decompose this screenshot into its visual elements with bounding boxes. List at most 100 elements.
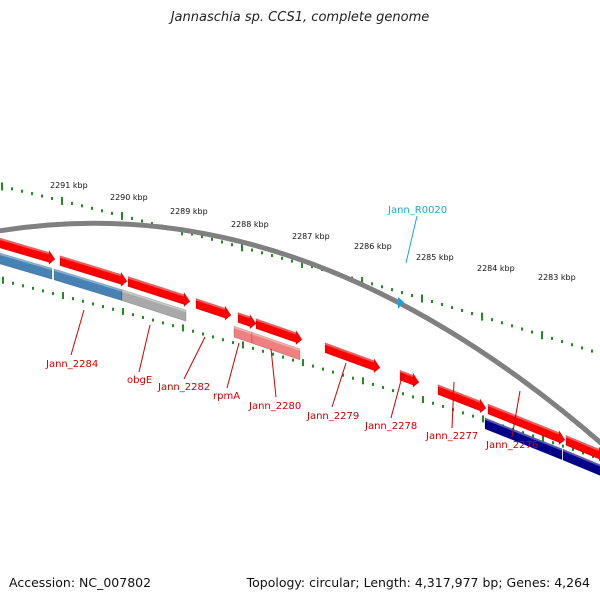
minor-tick xyxy=(251,248,253,252)
gene-label-jann-2278[interactable]: Jann_2278 xyxy=(364,421,417,432)
inner-minor-tick xyxy=(102,305,104,309)
gene-feature xyxy=(0,252,53,280)
gene-feature xyxy=(121,289,187,322)
feature-highlight xyxy=(127,276,185,297)
callout-line xyxy=(331,362,347,408)
major-tick xyxy=(1,182,3,191)
inner-major-tick xyxy=(2,276,4,284)
gene-label-obge[interactable]: obgE xyxy=(127,375,152,386)
inner-minor-tick xyxy=(112,307,114,311)
gene-label-jann-2282[interactable]: Jann_2282 xyxy=(157,382,210,393)
inner-minor-tick xyxy=(432,401,434,405)
feature-highlight xyxy=(195,298,226,311)
feature-highlight xyxy=(121,289,187,313)
inner-minor-tick xyxy=(222,338,224,342)
genome-summary-text: Topology: circular; Length: 4,317,977 bp… xyxy=(246,575,590,590)
major-tick xyxy=(421,294,423,303)
inner-minor-tick xyxy=(342,373,344,377)
feature-highlight xyxy=(0,252,53,271)
inner-minor-tick xyxy=(372,382,374,386)
inner-minor-tick xyxy=(252,346,254,350)
feature-track xyxy=(0,237,600,476)
feature-highlight xyxy=(324,342,375,363)
minor-tick xyxy=(471,312,473,316)
minor-tick xyxy=(81,204,83,208)
gene-label-jann-r0020[interactable]: Jann_R0020 xyxy=(387,205,447,216)
inner-minor-tick xyxy=(42,289,44,293)
major-tick xyxy=(481,312,483,321)
minor-tick xyxy=(401,291,403,295)
callout-line xyxy=(70,309,85,356)
inner-minor-tick xyxy=(352,376,354,380)
feature-highlight xyxy=(399,370,414,378)
major-tick xyxy=(121,211,123,220)
genome-backbone xyxy=(0,220,600,446)
inner-minor-tick xyxy=(312,364,314,368)
scale-label-2286: 2286 kbp xyxy=(354,242,392,251)
gene-label-jann-2280[interactable]: Jann_2280 xyxy=(248,401,301,412)
feature-highlight xyxy=(251,332,301,351)
minor-tick xyxy=(531,330,533,334)
inner-minor-tick xyxy=(272,352,274,356)
gene-label-jann-2284[interactable]: Jann_2284 xyxy=(45,359,98,370)
gene-label-jann-2279[interactable]: Jann_2279 xyxy=(306,411,359,422)
inner-minor-tick xyxy=(232,341,234,345)
inner-minor-tick xyxy=(572,448,574,452)
minor-tick xyxy=(391,288,393,292)
inner-major-tick xyxy=(422,396,424,404)
gene-feature xyxy=(437,384,487,414)
minor-tick xyxy=(211,237,213,241)
gene-label-rpma[interactable]: rpmA xyxy=(213,391,240,402)
major-tick xyxy=(241,243,243,252)
inner-minor-tick xyxy=(322,367,324,371)
minor-tick xyxy=(561,340,563,344)
minor-tick xyxy=(11,187,13,191)
gene-label-jann-2276[interactable]: Jann_2276 xyxy=(485,440,538,451)
feature-highlight xyxy=(487,404,560,435)
minor-tick xyxy=(311,265,313,269)
callout-line xyxy=(390,372,404,419)
minor-tick xyxy=(571,343,573,347)
inner-minor-tick xyxy=(152,318,154,322)
gene-feature xyxy=(0,237,56,265)
major-tick xyxy=(61,196,63,205)
callout-line xyxy=(511,390,521,438)
inner-minor-tick xyxy=(332,370,334,374)
minor-tick xyxy=(231,243,233,247)
gene-feature xyxy=(237,312,257,330)
inner-minor-tick xyxy=(522,431,524,435)
feature-highlight xyxy=(233,326,253,335)
inner-minor-tick xyxy=(282,355,284,359)
inner-minor-tick xyxy=(22,284,24,288)
inner-major-tick xyxy=(122,307,124,315)
minor-tick xyxy=(281,256,283,260)
major-tick xyxy=(301,259,303,268)
feature-highlight xyxy=(565,435,600,451)
inner-minor-tick xyxy=(392,389,394,393)
minor-tick xyxy=(101,209,103,213)
callout-line xyxy=(451,381,455,429)
feature-highlight xyxy=(59,255,122,277)
gene-feature xyxy=(484,417,563,461)
feature-highlight xyxy=(437,384,481,403)
scale-label-2283: 2283 kbp xyxy=(538,273,576,282)
inner-minor-tick xyxy=(412,395,414,399)
minor-tick xyxy=(431,299,433,303)
gene-feature xyxy=(255,318,303,346)
gene-feature xyxy=(487,403,566,446)
gene-feature xyxy=(195,298,232,321)
minor-tick xyxy=(51,196,53,200)
minor-tick xyxy=(261,251,263,255)
inner-major-tick xyxy=(482,415,484,423)
gene-feature xyxy=(59,255,128,287)
minor-tick xyxy=(71,201,73,205)
inner-minor-tick xyxy=(462,411,464,415)
gene-feature xyxy=(127,276,191,308)
inner-major-tick xyxy=(62,292,64,300)
accession-text: Accession: NC_007802 xyxy=(9,575,152,590)
inner-minor-tick xyxy=(12,281,14,285)
gene-label-jann-2277[interactable]: Jann_2277 xyxy=(425,431,478,442)
inner-minor-tick xyxy=(202,332,204,336)
feature-highlight xyxy=(562,449,600,467)
